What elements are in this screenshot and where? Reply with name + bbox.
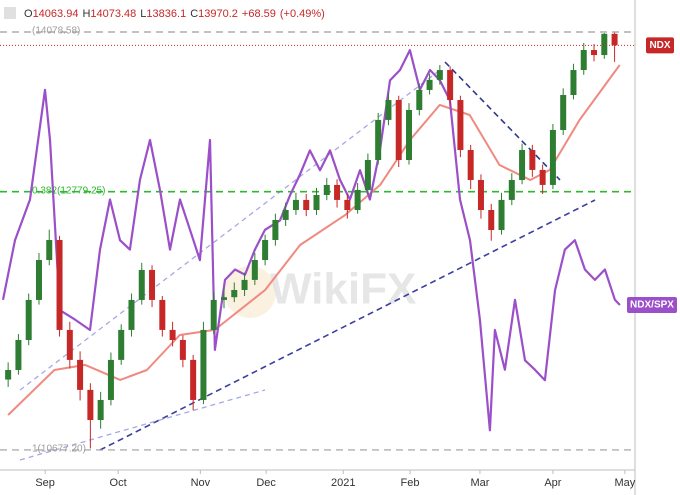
header-change-pct: (+0.49%) xyxy=(280,8,325,20)
price-label-box xyxy=(646,37,674,54)
candle-body xyxy=(416,89,423,110)
candle-body xyxy=(519,150,526,181)
candle-body xyxy=(169,329,176,340)
candle-body xyxy=(292,199,299,210)
candle-body xyxy=(87,389,94,420)
candle-body xyxy=(107,359,114,400)
candle-body xyxy=(477,180,484,210)
candle-body xyxy=(560,94,567,131)
candle-body xyxy=(118,329,125,360)
candle-body xyxy=(436,70,443,80)
x-tick-label: Sep xyxy=(35,477,55,489)
header-high-label: H xyxy=(82,8,90,20)
header-close: 13970.2 xyxy=(198,8,238,20)
candle-body xyxy=(354,189,361,210)
candle-body xyxy=(364,159,371,190)
candle-body xyxy=(159,299,166,330)
header-open-label: O xyxy=(24,8,33,20)
candle-body xyxy=(220,297,227,300)
candle-body xyxy=(508,180,515,200)
candle-body xyxy=(25,299,32,340)
watermark: WikiFX xyxy=(270,265,416,314)
candle-body xyxy=(457,100,464,151)
trend-line xyxy=(99,199,596,451)
candle-body xyxy=(200,329,207,400)
header-low-label: L xyxy=(140,8,146,20)
candle-body xyxy=(549,130,556,185)
candle-body xyxy=(66,329,73,360)
header-icon xyxy=(4,7,16,19)
candle-body xyxy=(46,239,53,261)
level-label: 0.382(12779.25) xyxy=(32,185,105,196)
candle-body xyxy=(529,150,536,170)
candle-body xyxy=(251,260,258,280)
header-low: 13836.1 xyxy=(146,8,186,20)
candle-body xyxy=(375,119,382,160)
candle-body xyxy=(611,33,618,46)
x-tick-label: May xyxy=(614,477,635,489)
header-open: 14063.94 xyxy=(33,8,79,20)
candle-body xyxy=(190,359,197,400)
series-label-box xyxy=(627,296,677,313)
x-tick-label: 2021 xyxy=(331,477,355,489)
candle-body xyxy=(179,339,186,360)
candle-body xyxy=(149,269,156,300)
level-label: 1(10677.20) xyxy=(32,444,86,455)
header-values: O14063.94 H14073.48 L13836.1 C13970.2 +68.59… xyxy=(24,8,325,20)
candle-body xyxy=(395,100,402,160)
candle-body xyxy=(5,369,12,380)
x-tick-label: Dec xyxy=(256,477,276,489)
watermark-logo xyxy=(224,266,276,318)
candle-body xyxy=(35,260,42,300)
candle-body xyxy=(580,50,587,71)
candle-body xyxy=(15,339,22,370)
candle-body xyxy=(262,239,269,261)
candle-body xyxy=(344,199,351,210)
candle-body xyxy=(323,184,330,196)
candle-body xyxy=(601,33,608,56)
candle-body xyxy=(128,299,135,330)
price-label: NDX xyxy=(649,40,670,51)
candle-body xyxy=(488,209,495,231)
candle-body xyxy=(467,150,474,181)
level-label: (14078.58) xyxy=(32,26,80,37)
candle-body xyxy=(426,79,433,90)
candle-body xyxy=(447,70,454,101)
candle-body xyxy=(138,269,145,300)
candle-body xyxy=(385,100,392,120)
ohlc-header: O14063.94 H14073.48 L13836.1 C13970.2 +68.59… xyxy=(4,7,325,20)
x-tick-label: Feb xyxy=(401,477,420,489)
watermark-group: WikiFX xyxy=(224,265,416,318)
candle-body xyxy=(77,359,84,390)
x-tick-label: Nov xyxy=(191,477,211,489)
candle-body xyxy=(56,239,63,330)
candle-body xyxy=(570,70,577,95)
candle-body xyxy=(97,399,104,420)
candle-body xyxy=(334,184,341,200)
candle-body xyxy=(303,199,310,210)
trend-line xyxy=(19,69,441,391)
candle-body xyxy=(406,109,413,160)
candle-body xyxy=(210,299,217,330)
header-close-label: C xyxy=(190,8,198,20)
candle-body xyxy=(539,169,546,185)
candle-body xyxy=(282,209,289,220)
x-tick-label: Apr xyxy=(544,477,561,489)
series-label: NDX/SPX xyxy=(630,300,674,311)
header-high: 14073.48 xyxy=(90,8,136,20)
x-tick-label: Mar xyxy=(470,477,489,489)
x-tick-label: Oct xyxy=(110,477,127,489)
candle-body xyxy=(241,279,248,290)
moving-average xyxy=(7,64,621,416)
trend-line xyxy=(444,61,561,181)
candle-body xyxy=(231,289,238,298)
trend-line xyxy=(19,389,266,461)
header-change: +68.59 xyxy=(242,8,276,20)
candle-body xyxy=(591,50,598,56)
candle-body xyxy=(313,195,320,210)
candle-body xyxy=(272,219,279,240)
candle-body xyxy=(498,199,505,231)
ratio-line xyxy=(1,49,621,432)
